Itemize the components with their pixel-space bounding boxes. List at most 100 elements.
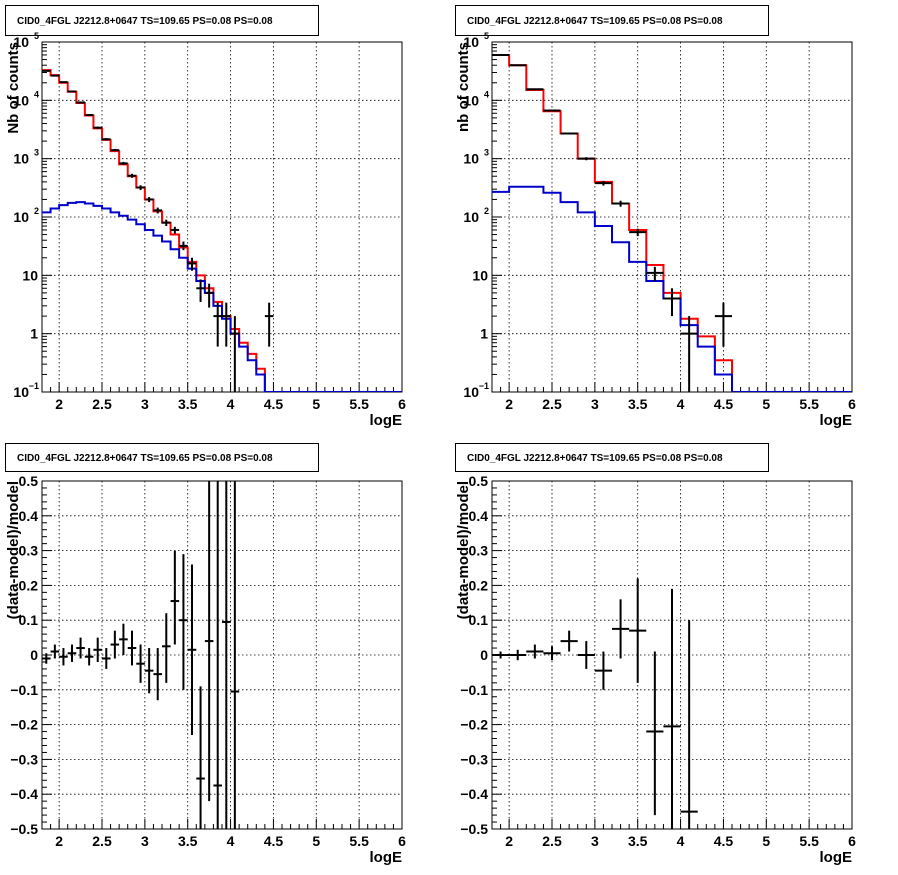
y-tick-label: 10 xyxy=(13,209,29,225)
y-tick-label: 0 xyxy=(30,647,38,663)
data-point xyxy=(102,138,111,141)
data-point xyxy=(162,613,171,683)
grid xyxy=(492,42,852,392)
x-tick-label: 5.5 xyxy=(349,396,369,412)
x-ticks xyxy=(41,382,403,392)
x-tick-label: 3 xyxy=(591,396,599,412)
y-tick-label: 0.3 xyxy=(469,543,489,559)
component-model-histogram xyxy=(492,185,852,392)
x-ticks xyxy=(491,382,853,392)
data-point xyxy=(110,148,120,152)
y-ticks xyxy=(42,44,52,393)
data-point xyxy=(646,266,664,281)
data-point xyxy=(136,185,145,191)
data-point xyxy=(93,126,102,129)
data-point xyxy=(663,588,681,829)
series-group xyxy=(492,578,698,829)
data-point xyxy=(509,64,527,67)
data-point xyxy=(179,554,188,690)
data-point xyxy=(680,620,698,829)
data-point xyxy=(76,101,85,104)
data-point xyxy=(222,481,231,829)
data-point xyxy=(612,200,630,207)
y-tick-label: 0.2 xyxy=(19,577,39,593)
panel-bottom-left: CID0_4FGL J2212.8+0647 TS=109.65 PS=0.08… xyxy=(5,443,406,866)
y-tick-label: −0.4 xyxy=(10,786,38,802)
data-point xyxy=(526,644,544,659)
x-ticks xyxy=(41,819,403,829)
data-point xyxy=(136,644,145,683)
y-tick-exponent: 5 xyxy=(484,31,489,41)
data-point xyxy=(509,649,527,661)
data-point xyxy=(93,637,102,662)
y-tick-label: −0.1 xyxy=(460,682,488,698)
y-tick-label: −0.5 xyxy=(10,821,38,837)
x-tick-label: 3 xyxy=(141,396,149,412)
y-tick-label: 10 xyxy=(22,267,38,283)
grid xyxy=(42,481,402,829)
y-tick-exponent: 5 xyxy=(34,31,39,41)
data-point xyxy=(67,90,77,93)
y-axis-label: (data-model)/model xyxy=(5,481,22,619)
data-point xyxy=(59,648,68,666)
data-point xyxy=(67,644,77,662)
data-point xyxy=(119,623,128,655)
y-tick-exponent: 4 xyxy=(484,89,489,99)
data-point xyxy=(213,302,222,347)
y-tick-label: −0.2 xyxy=(460,717,488,733)
data-point xyxy=(187,257,197,271)
data-point xyxy=(204,283,214,308)
y-ticks xyxy=(492,44,502,393)
x-tick-label: 2 xyxy=(505,833,513,849)
data-point xyxy=(577,641,595,669)
data-point xyxy=(179,241,188,251)
x-tick-label: 5 xyxy=(762,396,770,412)
y-tick-label: 10 xyxy=(463,34,479,50)
data-point xyxy=(663,288,681,317)
data-point xyxy=(110,630,120,659)
x-tick-label: 4 xyxy=(227,396,235,412)
x-tick-label: 3.5 xyxy=(178,396,198,412)
data-point xyxy=(680,316,698,392)
data-point xyxy=(42,69,51,72)
data-point xyxy=(543,646,561,661)
x-tick-label: 6 xyxy=(848,833,856,849)
y-tick-exponent: 3 xyxy=(484,148,489,158)
y-axis-label: (data-model)/model xyxy=(455,481,472,619)
y-tick-label: −0.2 xyxy=(10,717,38,733)
data-point xyxy=(50,74,60,77)
y-tick-exponent: 3 xyxy=(34,148,39,158)
data-point xyxy=(119,161,128,165)
data-point xyxy=(222,302,231,347)
data-point xyxy=(153,207,162,214)
panel-bottom-right: CID0_4FGL J2212.8+0647 TS=109.65 PS=0.08… xyxy=(455,443,856,866)
x-tick-label: 4.5 xyxy=(714,396,734,412)
y-tick-label: −0.3 xyxy=(460,751,488,767)
panel-title: CID0_4FGL J2212.8+0647 TS=109.65 PS=0.08… xyxy=(17,453,273,464)
data-point xyxy=(76,637,85,659)
x-tick-label: 2 xyxy=(55,396,63,412)
title-box xyxy=(5,443,319,472)
y-tick-label: 0.1 xyxy=(469,612,489,628)
x-tick-label: 3.5 xyxy=(628,396,648,412)
y-axis-label: Nb of counts xyxy=(5,42,22,134)
y-tick-exponent: 4 xyxy=(34,89,39,99)
x-axis-label: logE xyxy=(820,412,853,429)
x-tick-label: 5 xyxy=(762,833,770,849)
y-tick-label: 0.5 xyxy=(19,473,39,489)
x-tick-label: 6 xyxy=(848,396,856,412)
data-point xyxy=(42,653,51,664)
data-point xyxy=(59,81,68,84)
data-point xyxy=(594,651,612,690)
data-point xyxy=(714,302,732,347)
title-box xyxy=(455,443,769,472)
y-tick-label: 0.3 xyxy=(19,543,39,559)
data-point xyxy=(127,173,137,178)
x-tick-label: 5 xyxy=(312,396,320,412)
y-tick-label: −0.1 xyxy=(10,682,38,698)
y-tick-label: 10 xyxy=(13,92,29,108)
x-tick-label: 4.5 xyxy=(264,833,284,849)
panel-title: CID0_4FGL J2212.8+0647 TS=109.65 PS=0.08… xyxy=(17,16,273,27)
y-tick-label: −0.5 xyxy=(460,821,488,837)
